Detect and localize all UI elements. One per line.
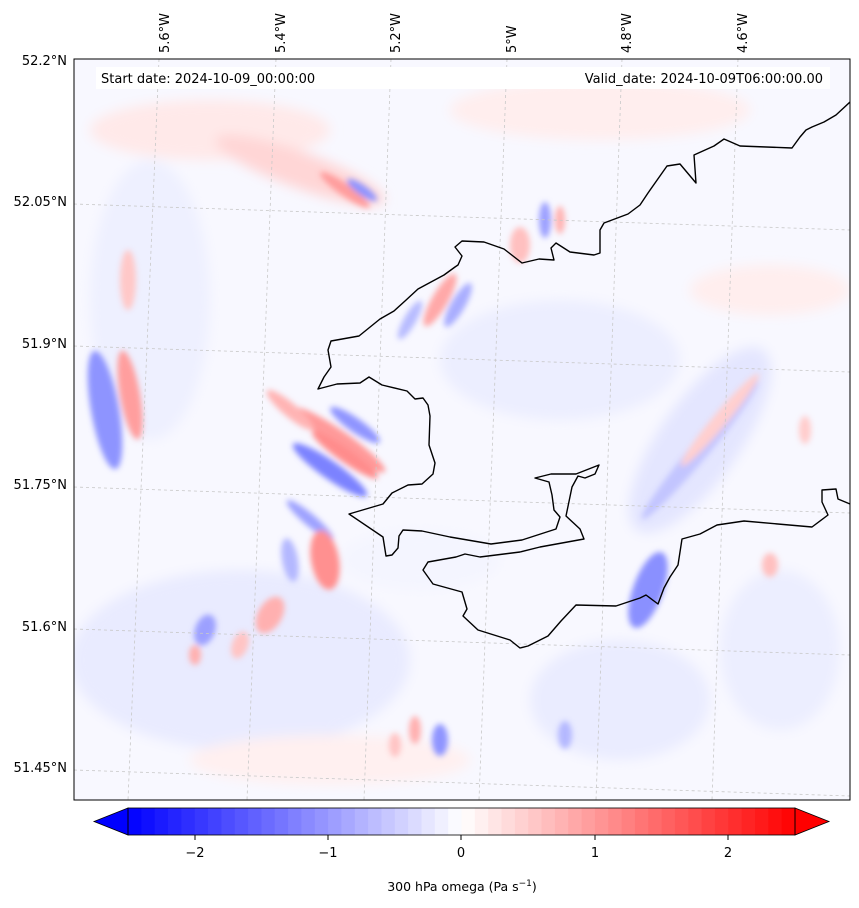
colorbar-cell [288, 808, 302, 835]
colorbar-cell [568, 808, 582, 835]
cbar-tick-label-1: 1 [591, 846, 599, 861]
colorbar-cell [394, 808, 409, 835]
graticule [74, 59, 850, 800]
colorbar-cell [554, 808, 569, 835]
colorbar-cell [368, 808, 382, 835]
colorbar-cell [141, 808, 156, 835]
colorbar-cell [301, 808, 316, 835]
colorbar-cell [701, 808, 716, 835]
colorbar-cell [194, 808, 209, 835]
lat-label-52-2n: 52.2°N [22, 54, 67, 69]
colorbar-title-end: ) [532, 879, 537, 894]
colorbar-cell [648, 808, 662, 835]
cbar-tick-label-2: 2 [724, 846, 732, 861]
coastline-main [317, 101, 850, 649]
colorbar-ticks: −2 −1 0 1 2 [185, 835, 732, 861]
colorbar-cell [168, 808, 182, 835]
start-date-label: Start date: 2024-10-09_00:00:00 [101, 72, 315, 87]
lon-label-5-2w: 5.2°W [389, 13, 404, 53]
lon-label-4-6w: 4.6°W [736, 13, 751, 53]
valid-date-label: Valid_date: 2024-10-09T06:00:00.00 [585, 72, 823, 87]
colorbar-title: 300 hPa omega (Pa s−1) [387, 879, 537, 894]
lon-tick-labels: 5.6°W 5.4°W 5.2°W 5°W 4.8°W 4.6°W [158, 13, 751, 53]
colorbar-cell [674, 808, 689, 835]
colorbar-cell [154, 808, 169, 835]
colorbar-cell [541, 808, 556, 835]
omega-field [74, 59, 850, 800]
colorbar-cell [621, 808, 636, 835]
colorbar-cells [128, 808, 796, 835]
colorbar-cell [221, 808, 236, 835]
colorbar-cell [208, 808, 222, 835]
colorbar-title-main: 300 hPa omega (Pa s [387, 879, 518, 894]
colorbar-cell [688, 808, 703, 835]
colorbar-cell [728, 808, 743, 835]
lon-label-5-4w: 5.4°W [274, 13, 289, 53]
colorbar-cell [248, 808, 262, 835]
lon-label-4-8w: 4.8°W [620, 13, 635, 53]
colorbar-cell [274, 808, 289, 835]
colorbar-cell [381, 808, 396, 835]
colorbar-cell [634, 808, 649, 835]
colorbar-cell [234, 808, 249, 835]
colorbar-cell [434, 808, 449, 835]
lat-tick-labels: 52.2°N 52.05°N 51.9°N 51.75°N 51.6°N 51.… [14, 54, 67, 776]
cbar-tick-label-neg2: −2 [185, 846, 204, 861]
colorbar-high-extend [794, 807, 831, 836]
colorbar-cell [768, 808, 783, 835]
lat-label-52-05n: 52.05°N [14, 195, 67, 210]
colorbar-cell [314, 808, 329, 835]
colorbar-title-exponent: −1 [519, 879, 532, 889]
colorbar-cell [581, 808, 596, 835]
colorbar-cell [461, 808, 476, 835]
colorbar-cell [741, 808, 756, 835]
lat-label-51-45n: 51.45°N [14, 761, 67, 776]
lat-label-51-6n: 51.6°N [22, 620, 67, 635]
colorbar-cell [608, 808, 622, 835]
colorbar-cell [488, 808, 502, 835]
colorbar-cell [408, 808, 422, 835]
cbar-tick-label-neg1: −1 [318, 846, 337, 861]
meridian-line [127, 59, 160, 800]
colorbar: −2 −1 0 1 2 300 hPa omega (Pa s−1) [92, 807, 831, 894]
colorbar-cell [528, 808, 542, 835]
coastline [317, 101, 850, 649]
colorbar-cell [354, 808, 369, 835]
lon-label-5w: 5°W [505, 25, 520, 53]
lon-label-5-6w: 5.6°W [158, 13, 173, 53]
colorbar-cell [448, 808, 462, 835]
header-band [96, 67, 830, 89]
colorbar-cell [661, 808, 676, 835]
colorbar-cell [714, 808, 729, 835]
map-frame [73, 58, 851, 801]
lat-label-51-75n: 51.75°N [14, 478, 67, 493]
colorbar-cell [261, 808, 276, 835]
colorbar-cell [474, 808, 489, 835]
colorbar-cell [181, 808, 196, 835]
colorbar-low-extend [92, 807, 129, 836]
field-bands [87, 172, 811, 757]
cbar-tick-label-0: 0 [457, 846, 465, 861]
colorbar-cell [754, 808, 769, 835]
colorbar-cell [328, 808, 342, 835]
colorbar-cell [421, 808, 436, 835]
colorbar-cell [341, 808, 356, 835]
colorbar-cell [501, 808, 516, 835]
colorbar-cell [594, 808, 609, 835]
colorbar-cell [514, 808, 529, 835]
colorbar-cell [128, 808, 142, 835]
colorbar-cell [781, 808, 796, 835]
lat-label-51-9n: 51.9°N [22, 337, 67, 352]
